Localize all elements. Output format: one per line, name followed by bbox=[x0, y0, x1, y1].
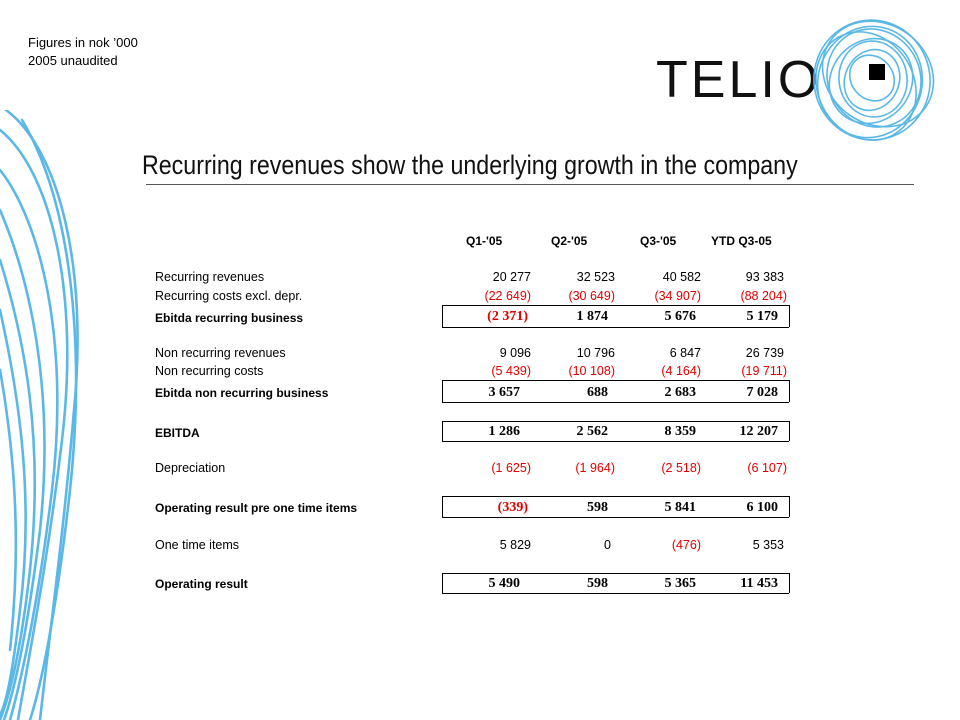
box-edge-left bbox=[442, 380, 443, 402]
figures-note: Figures in nok ’000 2005 unaudited bbox=[28, 34, 138, 70]
table-cell: 12 207 bbox=[739, 424, 779, 439]
box-edge-left bbox=[442, 305, 443, 327]
row-label: Non recurring revenues bbox=[155, 346, 286, 360]
table-cell: (6 107) bbox=[747, 461, 787, 475]
table-cell: 8 359 bbox=[664, 424, 697, 439]
telio-logo-circles-icon bbox=[813, 19, 935, 141]
table-cell: (88 204) bbox=[740, 289, 787, 303]
table-cell: 32 523 bbox=[576, 270, 615, 284]
box-edge-right bbox=[789, 573, 790, 593]
table-cell: 5 829 bbox=[499, 538, 531, 552]
table-cell: (30 649) bbox=[568, 289, 615, 303]
table-cell: 5 353 bbox=[752, 538, 784, 552]
decorative-swirl-lines bbox=[0, 110, 79, 720]
subtotal-rule bbox=[442, 421, 789, 422]
table-cell: (5 439) bbox=[491, 364, 531, 378]
table-cell: (19 711) bbox=[741, 364, 787, 378]
subtotal-rule bbox=[442, 517, 789, 518]
box-edge-left bbox=[442, 573, 443, 593]
box-edge-right bbox=[789, 305, 790, 327]
table-cell: 5 676 bbox=[664, 309, 697, 324]
col-header-q2: Q2-'05 bbox=[551, 234, 588, 248]
subtotal-rule bbox=[442, 441, 789, 442]
col-header-q3: Q3-'05 bbox=[640, 234, 677, 248]
table-cell: 26 739 bbox=[745, 346, 784, 360]
box-edge-right bbox=[789, 421, 790, 441]
title-underline bbox=[146, 184, 914, 185]
row-label: EBITDA bbox=[155, 426, 200, 440]
row-label: Ebitda recurring business bbox=[155, 311, 304, 325]
table-cell: (22 649) bbox=[484, 289, 531, 303]
col-header-ytd: YTD Q3-05 bbox=[711, 234, 772, 248]
row-label: Operating result pre one time items bbox=[155, 501, 358, 515]
col-header-q1: Q1-'05 bbox=[466, 234, 503, 248]
table-cell: (34 907) bbox=[654, 289, 701, 303]
table-cell: 7 028 bbox=[746, 385, 779, 400]
box-edge-right bbox=[789, 380, 790, 402]
table-cell: 40 582 bbox=[662, 270, 701, 284]
box-edge-left bbox=[442, 421, 443, 441]
subtotal-rule bbox=[442, 327, 789, 328]
table-cell: 11 453 bbox=[740, 576, 778, 591]
table-cell: 93 383 bbox=[745, 270, 784, 284]
table-cell: 20 277 bbox=[492, 270, 531, 284]
table-cell: 0 bbox=[604, 538, 611, 552]
row-label: Depreciation bbox=[155, 461, 226, 475]
note-audit-status: 2005 unaudited bbox=[28, 53, 118, 68]
table-cell: 5 365 bbox=[664, 576, 697, 591]
row-label: Operating result bbox=[155, 577, 248, 591]
note-units: Figures in nok ’000 bbox=[28, 35, 138, 50]
row-label: Recurring costs excl. depr. bbox=[155, 289, 303, 303]
box-edge-left bbox=[442, 496, 443, 517]
subtotal-rule bbox=[442, 305, 789, 306]
table-cell: (10 108) bbox=[568, 364, 615, 378]
table-cell: 10 796 bbox=[576, 346, 615, 360]
table-cell: 2 562 bbox=[576, 424, 609, 439]
table-cell: 6 847 bbox=[669, 346, 701, 360]
table-cell: 6 100 bbox=[746, 500, 779, 515]
table-cell: (339) bbox=[497, 500, 528, 515]
subtotal-rule bbox=[442, 573, 789, 574]
subtotal-rule bbox=[442, 380, 789, 381]
subtotal-rule bbox=[442, 496, 789, 497]
table-cell: (2 518) bbox=[661, 461, 701, 475]
table-cell: 5 490 bbox=[488, 576, 521, 591]
table-cell: (4 164) bbox=[661, 364, 701, 378]
box-edge-right bbox=[789, 496, 790, 517]
table-cell: 688 bbox=[587, 385, 608, 400]
table-cell: 1 874 bbox=[576, 309, 609, 324]
row-label: One time items bbox=[155, 538, 240, 552]
table-cell: 3 657 bbox=[488, 385, 521, 400]
table-cell: 9 096 bbox=[499, 346, 531, 360]
row-label: Non recurring costs bbox=[155, 364, 264, 378]
table-cell: 5 179 bbox=[746, 309, 779, 324]
table-cell: 2 683 bbox=[664, 385, 697, 400]
row-label: Recurring revenues bbox=[155, 270, 265, 284]
table-cell: 598 bbox=[587, 576, 608, 591]
row-label: Ebitda non recurring business bbox=[155, 386, 329, 400]
slide-title: Recurring revenues show the underlying g… bbox=[142, 150, 798, 180]
table-cell: (1 964) bbox=[575, 461, 615, 475]
telio-logo-text: TELIO bbox=[656, 51, 822, 109]
table-cell: 598 bbox=[587, 500, 608, 515]
subtotal-rule bbox=[442, 402, 789, 403]
table-cell: 5 841 bbox=[664, 500, 697, 515]
table-cell: (2 371) bbox=[487, 309, 528, 324]
subtotal-rule bbox=[442, 593, 789, 594]
table-cell: (1 625) bbox=[491, 461, 531, 475]
table-cell: (476) bbox=[671, 538, 701, 552]
table-cell: 1 286 bbox=[488, 424, 521, 439]
